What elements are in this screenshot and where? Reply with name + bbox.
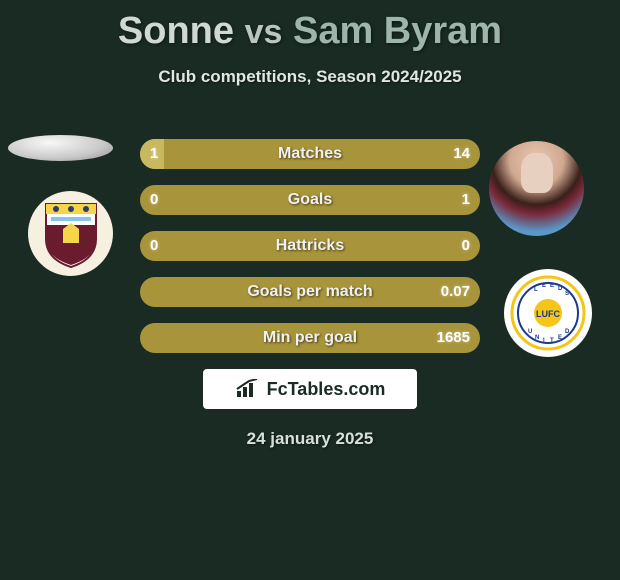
svg-text:N: N bbox=[535, 335, 539, 341]
svg-text:E: E bbox=[542, 283, 546, 289]
svg-text:U: U bbox=[528, 329, 532, 335]
stat-val-right: 1685 bbox=[437, 323, 470, 353]
player2-club-badge: LUFC LEEDS UNITED bbox=[504, 269, 592, 357]
stat-row: 0 Hattricks 0 bbox=[140, 231, 480, 261]
stat-label: Goals per match bbox=[140, 277, 480, 307]
generated-date: 24 january 2025 bbox=[0, 429, 620, 449]
player1-avatar bbox=[8, 135, 113, 161]
vs-separator: vs bbox=[245, 13, 283, 51]
stat-val-right: 14 bbox=[453, 139, 470, 169]
stat-val-right: 0 bbox=[462, 231, 470, 261]
chart-icon bbox=[235, 379, 261, 399]
stat-label: Min per goal bbox=[140, 323, 480, 353]
comparison-title: Sonne vs Sam Byram bbox=[0, 0, 620, 53]
player2-avatar bbox=[489, 141, 584, 236]
stat-val-right: 1 bbox=[462, 185, 470, 215]
subtitle: Club competitions, Season 2024/2025 bbox=[0, 67, 620, 87]
comparison-panel: LUFC LEEDS UNITED 1 Matches 14 0 Goals 1… bbox=[0, 117, 620, 357]
stat-row: 0 Goals 1 bbox=[140, 185, 480, 215]
player1-name: Sonne bbox=[118, 10, 234, 52]
brand-text: FcTables.com bbox=[267, 379, 386, 400]
svg-text:D: D bbox=[565, 329, 570, 335]
svg-text:E: E bbox=[550, 283, 554, 289]
stat-row: 1 Matches 14 bbox=[140, 139, 480, 169]
stat-row: Goals per match 0.07 bbox=[140, 277, 480, 307]
svg-text:S: S bbox=[565, 291, 569, 297]
player1-club-badge bbox=[28, 191, 113, 276]
svg-text:L: L bbox=[534, 287, 538, 293]
svg-text:LUFC: LUFC bbox=[536, 309, 560, 319]
svg-text:D: D bbox=[558, 286, 563, 292]
stat-label: Matches bbox=[140, 139, 480, 169]
brand-badge[interactable]: FcTables.com bbox=[203, 369, 417, 409]
stat-label: Hattricks bbox=[140, 231, 480, 261]
svg-text:E: E bbox=[558, 335, 562, 341]
stat-val-right: 0.07 bbox=[441, 277, 470, 307]
stat-row: Min per goal 1685 bbox=[140, 323, 480, 353]
stat-bars: 1 Matches 14 0 Goals 1 0 Hattricks 0 Goa… bbox=[140, 139, 480, 369]
stat-label: Goals bbox=[140, 185, 480, 215]
player2-name: Sam Byram bbox=[293, 10, 502, 52]
svg-text:T: T bbox=[550, 338, 554, 344]
